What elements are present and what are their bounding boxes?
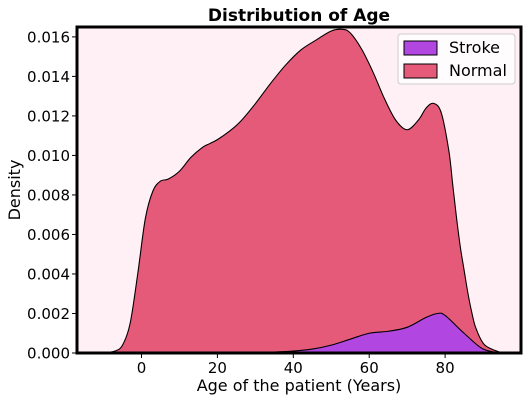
x-axis-ticks: 0 20 40 60 80 — [137, 353, 455, 377]
area-normal — [103, 28, 503, 354]
x-tick-label: 20 — [208, 359, 227, 377]
legend-label-normal: Normal — [449, 61, 507, 80]
y-tick-label: 0.006 — [27, 226, 70, 244]
x-axis-label: Age of the patient (Years) — [197, 376, 402, 395]
legend: Stroke Normal — [397, 33, 516, 85]
x-tick-label: 0 — [137, 359, 147, 377]
y-tick-label: 0.012 — [27, 107, 70, 125]
y-tick-label: 0.010 — [27, 147, 70, 165]
y-tick-label: 0.002 — [27, 305, 70, 323]
density-areas — [103, 28, 503, 354]
x-tick-label: 80 — [436, 359, 455, 377]
y-axis-ticks: 0.000 0.002 0.004 0.006 0.008 0.010 0.012 0.014… — [27, 28, 77, 363]
legend-swatch-stroke — [403, 40, 438, 56]
y-tick-label: 0.004 — [27, 265, 70, 283]
plot-frame — [75, 25, 523, 355]
y-tick-label: 0.008 — [27, 186, 70, 204]
y-tick-label: 0.000 — [27, 345, 70, 363]
legend-label-stroke: Stroke — [449, 38, 500, 57]
y-tick-label: 0.016 — [27, 28, 70, 46]
y-tick-label: 0.014 — [27, 68, 70, 86]
y-axis-label: Density — [5, 160, 24, 221]
x-tick-label: 40 — [284, 359, 303, 377]
chart-title: Distribution of Age — [208, 6, 390, 26]
legend-swatch-normal — [403, 63, 438, 79]
x-tick-label: 60 — [360, 359, 379, 377]
